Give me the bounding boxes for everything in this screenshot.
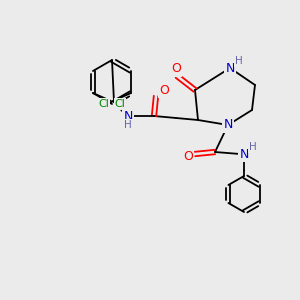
Text: O: O: [183, 149, 193, 163]
Text: N: N: [123, 110, 133, 122]
Text: N: N: [239, 148, 249, 160]
Text: N: N: [225, 61, 235, 74]
Text: Cl: Cl: [99, 99, 110, 109]
Text: H: H: [124, 120, 132, 130]
Text: O: O: [159, 83, 169, 97]
Text: N: N: [223, 118, 233, 131]
Text: H: H: [235, 56, 243, 66]
Text: Cl: Cl: [115, 99, 125, 109]
Text: H: H: [249, 142, 257, 152]
Text: O: O: [171, 62, 181, 76]
